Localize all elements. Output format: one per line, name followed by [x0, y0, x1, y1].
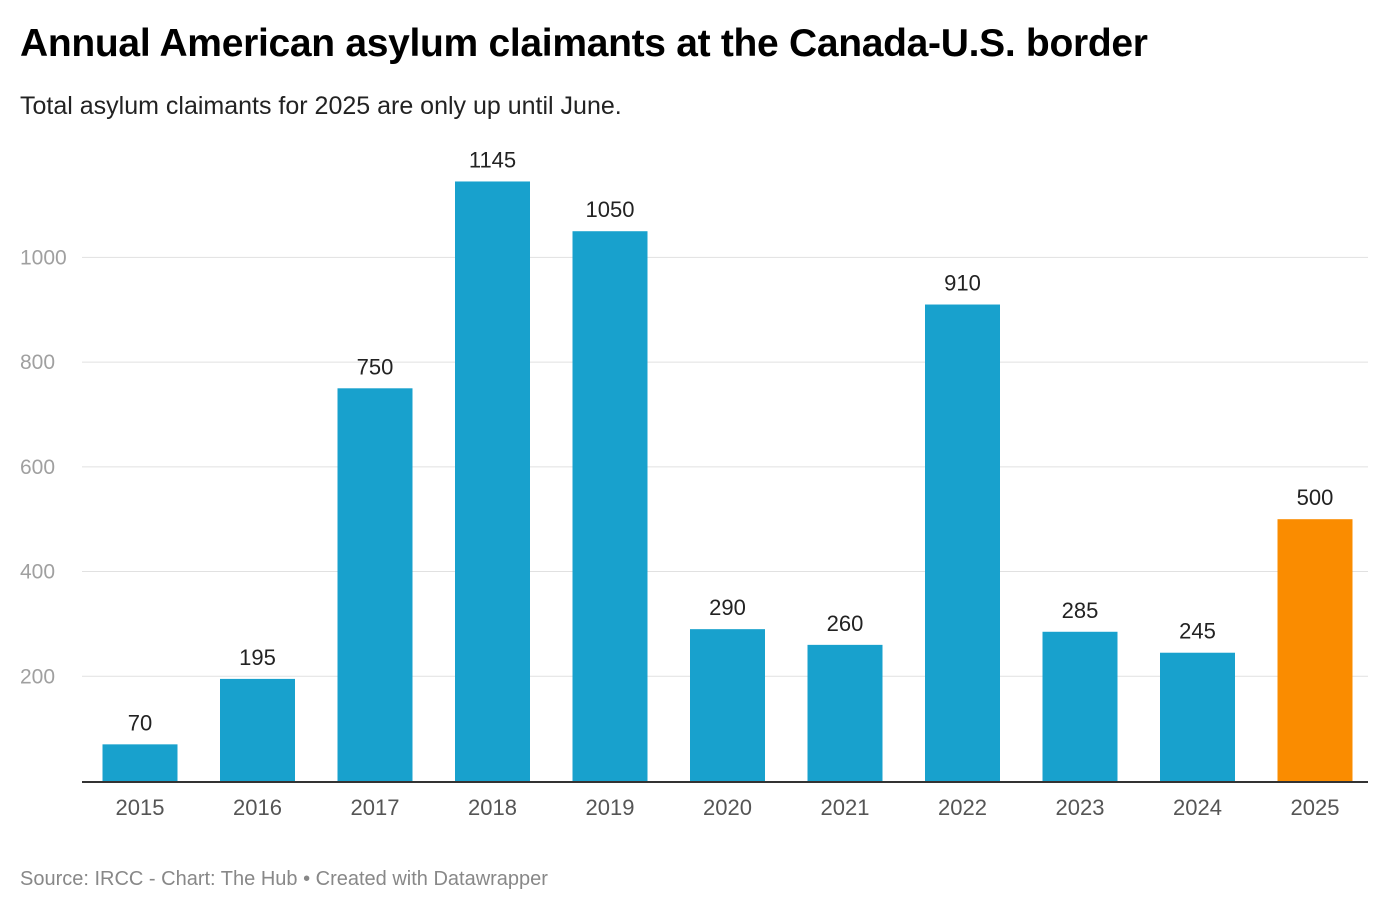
bar-2022 [925, 304, 1000, 781]
y-tick-label: 800 [20, 351, 55, 374]
bars [102, 181, 1353, 782]
bar-2024 [1160, 652, 1235, 781]
value-label-2020: 290 [709, 595, 746, 620]
value-label-2019: 1050 [586, 197, 635, 222]
value-label-2017: 750 [357, 354, 394, 379]
value-label-2015: 70 [128, 710, 152, 735]
x-tick-label-2019: 2019 [586, 795, 635, 820]
value-label-2016: 195 [239, 645, 276, 670]
y-tick-label: 200 [20, 665, 55, 688]
x-tick-label-2025: 2025 [1291, 795, 1340, 820]
value-labels: 70 195 750 1145 1050 290 260 910 285 245 500 [128, 147, 1334, 735]
x-tick-label-2021: 2021 [821, 795, 870, 820]
value-label-2018: 1145 [469, 147, 516, 172]
bar-2016 [220, 678, 295, 781]
value-label-2022: 910 [944, 271, 981, 296]
x-tick-label-2020: 2020 [703, 795, 752, 820]
bar-2025 [1277, 519, 1353, 781]
chart-subtitle: Total asylum claimants for 2025 are only… [20, 92, 622, 120]
x-tick-label-2016: 2016 [233, 795, 282, 820]
bar-2021 [807, 644, 883, 781]
x-axis-ticks: 2015 2016 2017 2018 2019 2020 2021 2022 2023 2024… [116, 795, 1340, 820]
value-label-2024: 245 [1179, 619, 1216, 644]
bar-2020 [690, 629, 765, 781]
bar-2019 [572, 231, 648, 782]
x-tick-label-2018: 2018 [468, 795, 517, 820]
source-footer: Source: IRCC - Chart: The Hub • Created … [20, 868, 548, 890]
value-label-2021: 260 [827, 611, 864, 636]
bar-2015 [102, 744, 178, 781]
x-tick-label-2022: 2022 [938, 795, 987, 820]
value-label-2023: 285 [1062, 598, 1099, 623]
x-tick-label-2017: 2017 [351, 795, 400, 820]
chart-title: Annual American asylum claimants at the … [20, 22, 1148, 65]
y-tick-label: 600 [20, 456, 55, 479]
bar-2018 [455, 181, 530, 781]
bar-2017 [337, 388, 413, 781]
x-tick-label-2024: 2024 [1173, 795, 1222, 820]
bar-2023 [1042, 631, 1118, 781]
y-tick-label: 1000 [20, 246, 67, 269]
value-label-2025: 500 [1297, 485, 1334, 510]
x-tick-label-2023: 2023 [1056, 795, 1105, 820]
x-tick-label-2015: 2015 [116, 795, 165, 820]
y-tick-label: 400 [20, 561, 55, 584]
y-axis-ticks: 200 400 600 800 1000 [20, 246, 67, 688]
